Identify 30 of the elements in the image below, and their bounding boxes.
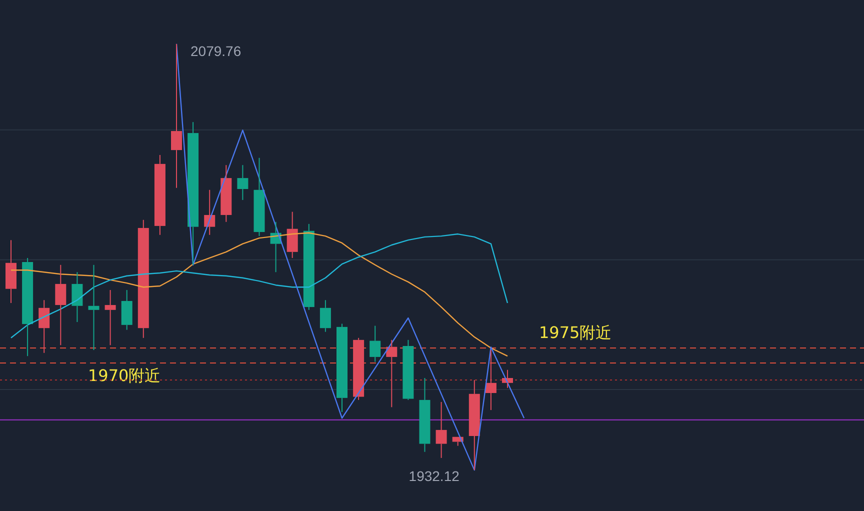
annotation: 2079.76: [190, 43, 242, 59]
candlestick: [502, 369, 513, 388]
annotation: 1932.12: [408, 468, 460, 484]
candlestick: [22, 257, 34, 357]
candlestick: [55, 264, 66, 346]
candlestick: [220, 164, 232, 222]
candlestick: [436, 401, 447, 458]
candlestick: [171, 44, 182, 188]
candlestick: [303, 223, 314, 310]
candlestick: [237, 164, 248, 200]
candlestick: [154, 154, 166, 236]
candlestick: [121, 290, 132, 330]
candlestick: [38, 300, 50, 354]
ref-line-label: 1975附近: [539, 323, 612, 342]
candlestick: [386, 339, 398, 408]
candlestick: [254, 157, 265, 237]
candlestick: [336, 323, 348, 413]
candlestick: [320, 300, 331, 332]
candlestick: [6, 240, 16, 304]
candlestick: [353, 337, 364, 400]
candlestick: [88, 264, 100, 351]
candlestick: [138, 219, 149, 338]
candlestick: [286, 211, 298, 258]
candlestick: [468, 380, 480, 470]
candlestick: [370, 325, 381, 362]
candlestick: [188, 122, 199, 266]
candlestick: [485, 350, 496, 411]
candlestick: [419, 378, 430, 452]
candlestick: [72, 272, 83, 323]
candlestick: [104, 290, 116, 346]
